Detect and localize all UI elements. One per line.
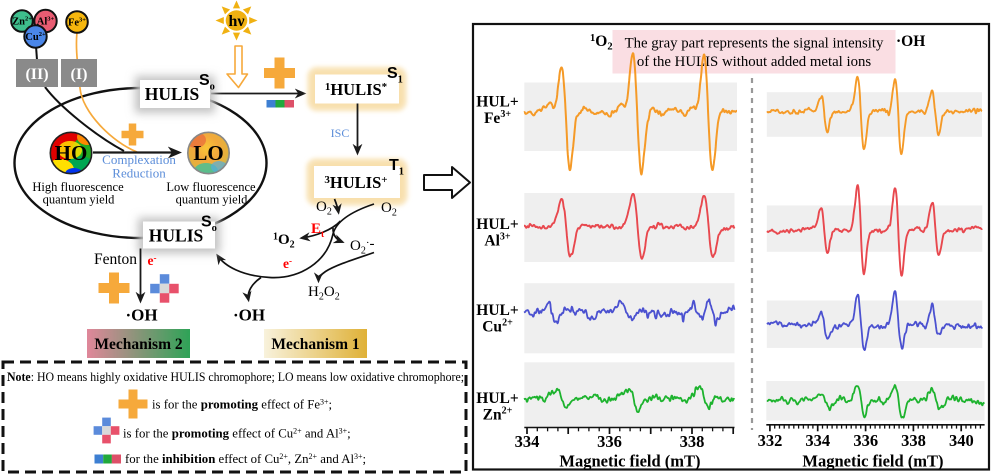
svg-text:334: 334 [805,431,830,450]
svg-text:HUL+: HUL+ [476,390,519,407]
svg-text:The gray part represents the s: The gray part represents the signal inte… [625,36,884,52]
svg-text:quantum yield: quantum yield [43,193,116,207]
svg-text:Magnetic field (mT): Magnetic field (mT) [802,452,943,471]
svg-text:·OH: ·OH [126,306,158,325]
svg-text:hν: hν [228,13,244,30]
svg-text:Mechanism 1: Mechanism 1 [271,336,359,353]
svg-text:Low fluorescence: Low fluorescence [166,180,256,194]
svg-text:Reduction: Reduction [112,166,166,181]
svg-text:332: 332 [758,431,783,450]
svg-text:H2O2: H2O2 [308,284,340,303]
svg-text:e-: e- [283,256,292,271]
svg-text:LO: LO [193,141,223,165]
svg-text:(I): (I) [71,66,88,83]
svg-text:1HULIS*: 1HULIS* [325,80,388,99]
svg-text:ISC: ISC [331,126,350,140]
svg-text:1O2: 1O2 [273,232,295,251]
svg-text:Complexation: Complexation [102,152,176,167]
svg-text:HO: HO [55,141,88,165]
svg-text:HULIS: HULIS [145,84,199,104]
svg-text:Magnetic field (mT): Magnetic field (mT) [559,452,700,471]
svg-text:338: 338 [680,432,705,451]
svg-text:Note: HO means highly oxidativ: Note: HO means highly oxidative HULIS ch… [7,370,464,384]
svg-text:3HULIS+: 3HULIS+ [324,173,387,192]
svg-text:340: 340 [949,431,974,450]
svg-text:336: 336 [597,432,622,451]
svg-text:HUL+: HUL+ [476,94,519,111]
svg-text:1O2: 1O2 [590,33,613,53]
svg-text:HUL+: HUL+ [476,216,519,233]
svg-text:338: 338 [901,431,926,450]
svg-text:Mechanism 2: Mechanism 2 [94,336,183,353]
svg-text:·OH: ·OH [896,33,925,50]
svg-text:334: 334 [515,432,540,451]
svg-text:e-: e- [148,253,157,268]
svg-text:Fenton: Fenton [94,251,137,268]
svg-text:HUL+: HUL+ [476,302,519,319]
svg-text:336: 336 [853,431,878,450]
svg-text:is for the promoting effect of: is for the promoting effect of Fe3+; [152,398,332,412]
svg-text:of the HULIS without added met: of the HULIS without added metal ions [637,54,871,70]
svg-text:High fluorescence: High fluorescence [32,180,124,194]
svg-text:(II): (II) [25,66,48,83]
svg-text:quantum yield: quantum yield [176,193,249,207]
svg-text:for the inhibition effect of C: for the inhibition effect of Cu2+, Zn2+ … [125,452,366,466]
svg-text:·OH: ·OH [233,306,265,325]
svg-text:is for the promoting effect of: is for the promoting effect of Cu2+ and … [123,427,351,441]
svg-text:HULIS: HULIS [149,226,203,246]
